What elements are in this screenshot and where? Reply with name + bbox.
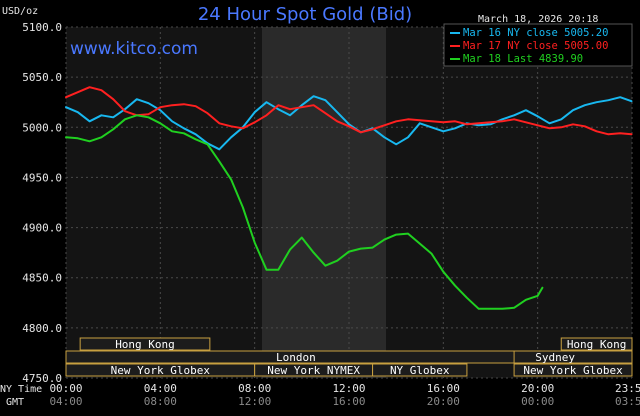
x-tick-label: 04:00: [144, 382, 177, 395]
x-tick-label: 00:00: [49, 382, 82, 395]
y-tick-label: 5000.0: [22, 121, 62, 134]
x-tick-label: 23:59: [615, 382, 640, 395]
x-tick-label-gmt: 16:00: [332, 395, 365, 408]
series-line: [65, 114, 544, 310]
x-tick-label-gmt: 20:00: [427, 395, 460, 408]
series-line: [65, 86, 633, 136]
x-tick-label-gmt: 12:00: [238, 395, 271, 408]
x-row2-label: GMT: [6, 397, 24, 408]
y-tick-label: 4750.0: [22, 372, 62, 385]
session-bar: [513, 363, 633, 377]
session-label: Sydney: [535, 351, 575, 364]
session-label: Hong Kong: [115, 338, 175, 351]
x-row-label: NY Time: [0, 384, 42, 395]
y-tick-label: 4800.0: [22, 322, 62, 335]
session-label: London: [276, 351, 316, 364]
market-sessions: Hong Kong London New York Globex New York N…: [65, 337, 633, 377]
nymex-session-shade: [262, 27, 386, 378]
x-axis-ticks: NY Time GMT 00:00 04:00 08:00 12:00 16:00 20:…: [0, 382, 640, 408]
y-axis-ticks: 5100.0 5050.0 5000.0 4950.0 4900.0 4850.0 4800…: [22, 21, 62, 385]
series-lines: [65, 86, 633, 310]
session-label: Hong Kong: [567, 338, 627, 351]
chart-title: 24 Hour Spot Gold (Bid): [198, 4, 412, 25]
x-tick-label-gmt: 03:59: [615, 395, 640, 408]
session-label: New York NYMEX: [267, 364, 360, 377]
y-tick-label: 5100.0: [22, 21, 62, 34]
x-tick-label-gmt: 08:00: [144, 395, 177, 408]
session-label: New York Globex: [523, 364, 623, 377]
legend-label: Mar 16 NY close 5005.20: [463, 27, 608, 39]
session-bar: [560, 337, 633, 351]
y-tick-label: 4900.0: [22, 222, 62, 235]
session-label: NY Globex: [390, 364, 450, 377]
x-tick-label: 20:00: [521, 382, 554, 395]
timestamp: March 18, 2026 20:18: [478, 14, 598, 25]
y-tick-label: 4950.0: [22, 171, 62, 184]
series-line: [65, 95, 633, 151]
y-tick-label: 5050.0: [22, 71, 62, 84]
x-tick-label-gmt: 04:00: [49, 395, 82, 408]
legend-label: Mar 17 NY close 5005.00: [463, 40, 608, 52]
session-bar: [79, 337, 211, 351]
legend-label: Mar 18 Last 4839.90: [463, 53, 583, 65]
y-tick-label: 4850.0: [22, 272, 62, 285]
brand-watermark: www.kitco.com: [70, 39, 198, 59]
y-axis-unit: USD/oz: [2, 6, 38, 17]
session-label: New York Globex: [111, 364, 211, 377]
session-bar: [513, 350, 633, 364]
legend-box: [443, 23, 633, 67]
x-tick-label: 16:00: [427, 382, 460, 395]
session-bar: [372, 363, 468, 377]
x-tick-label: 08:00: [238, 382, 271, 395]
x-tick-label-gmt: 00:00: [521, 395, 554, 408]
x-tick-label: 12:00: [332, 382, 365, 395]
